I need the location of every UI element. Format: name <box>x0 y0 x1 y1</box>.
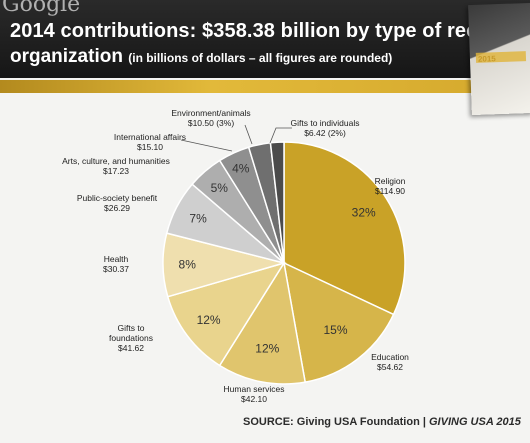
chart-title-line1: 2014 contributions: $358.38 billion by t… <box>10 20 530 42</box>
pie-percent-label: 5% <box>211 181 229 195</box>
google-watermark: Google <box>2 0 81 17</box>
pie-percent-label: 15% <box>323 323 347 337</box>
pie-category-label: Education $54.62 <box>371 352 409 372</box>
source-citation: SOURCE: Giving USA Foundation | GIVING U… <box>243 416 521 428</box>
pie-percent-label: 7% <box>189 211 207 225</box>
chart-title-organization: organization <box>10 46 123 67</box>
pie-percent-label: 12% <box>255 342 279 356</box>
pie-category-label: Arts, culture, and humanities $17.23 <box>62 156 170 176</box>
gold-accent-bar <box>0 80 530 93</box>
chart-title-line2: organization (in billions of dollars – a… <box>10 46 392 68</box>
pie-percent-label: 32% <box>352 205 376 219</box>
pie-category-label: Human services $42.10 <box>224 384 285 404</box>
pie-category-label: Gifts to foundations $41.62 <box>109 323 153 353</box>
pie-slice-religion <box>283 141 406 316</box>
pie-leader-line <box>269 127 292 144</box>
pie-slice-human-services <box>218 260 307 385</box>
pie-slice-education <box>283 261 395 384</box>
pie-category-label: Religion $114.90 <box>375 176 406 196</box>
pie-percent-label: 8% <box>179 258 197 272</box>
pie-category-label: Health $30.37 <box>103 254 129 274</box>
source-prefix: SOURCE: Giving USA Foundation | <box>243 416 429 428</box>
pie-category-label: International affairs $15.10 <box>114 132 186 152</box>
pie-percent-label: 12% <box>197 313 221 327</box>
pie-category-label: Environment/animals $10.50 (3%) <box>171 108 250 128</box>
chart-subtitle: (in billions of dollars – all figures ar… <box>128 51 393 65</box>
pie-category-label: Public-society benefit $26.29 <box>77 193 158 213</box>
source-publication: GIVING USA 2015 <box>429 416 521 428</box>
pie-leader-line <box>244 124 253 145</box>
pie-category-label: Gifts to individuals $6.42 (2%) <box>291 118 360 138</box>
pie-percent-label: 4% <box>232 161 250 175</box>
pie-leader-line <box>180 139 233 152</box>
slide-header: Google 2014 contributions: $358.38 billi… <box>0 0 530 78</box>
